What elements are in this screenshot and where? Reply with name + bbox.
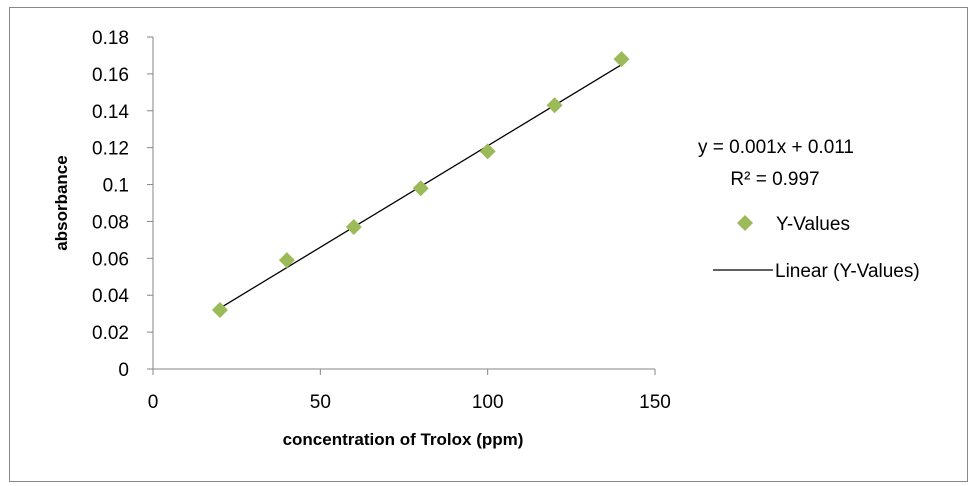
legend: Y-Values Linear (Y-Values) xyxy=(713,214,920,282)
y-tick-label: 0.1 xyxy=(103,176,129,197)
legend-diamond-marker xyxy=(737,215,753,231)
data-point xyxy=(412,180,429,197)
legend-label-linear: Linear (Y-Values) xyxy=(775,261,920,282)
data-point xyxy=(211,301,228,318)
legend-label-y-values: Y-Values xyxy=(776,214,850,235)
axes xyxy=(152,37,655,370)
x-axis-title: concentration of Trolox (ppm) xyxy=(283,430,524,449)
data-point xyxy=(479,143,496,160)
trendline-r-squared: R² = 0.997 xyxy=(730,169,819,190)
y-tick-label: 0.02 xyxy=(92,323,129,344)
data-point xyxy=(278,252,295,269)
y-axis-title: absorbance xyxy=(52,155,71,250)
y-tick-label: 0.06 xyxy=(92,249,129,270)
x-tick-label: 0 xyxy=(148,392,159,413)
x-tick-label: 150 xyxy=(639,392,671,413)
y-tick-label: 0.04 xyxy=(92,286,129,307)
y-tick-group: 0 0.02 0.04 0.06 0.08 0.1 0.12 0.14 0.16 0.18 xyxy=(92,28,153,381)
trendline-equation: y = 0.001x + 0.011 xyxy=(698,137,854,158)
y-tick-label: 0.18 xyxy=(92,28,129,49)
y-tick-label: 0.08 xyxy=(92,212,129,233)
x-tick-group: 0 50 100 150 xyxy=(148,369,671,413)
y-tick-label: 0.14 xyxy=(92,102,129,123)
data-point xyxy=(613,51,630,68)
chart-border xyxy=(9,7,968,482)
data-points xyxy=(211,51,630,318)
y-tick-label: 0.12 xyxy=(92,139,129,160)
data-point xyxy=(546,97,563,114)
y-tick-label: 0.16 xyxy=(92,65,129,86)
data-point xyxy=(345,218,362,235)
x-tick-label: 50 xyxy=(310,392,331,413)
y-tick-label: 0 xyxy=(118,360,129,381)
x-tick-label: 100 xyxy=(472,392,504,413)
